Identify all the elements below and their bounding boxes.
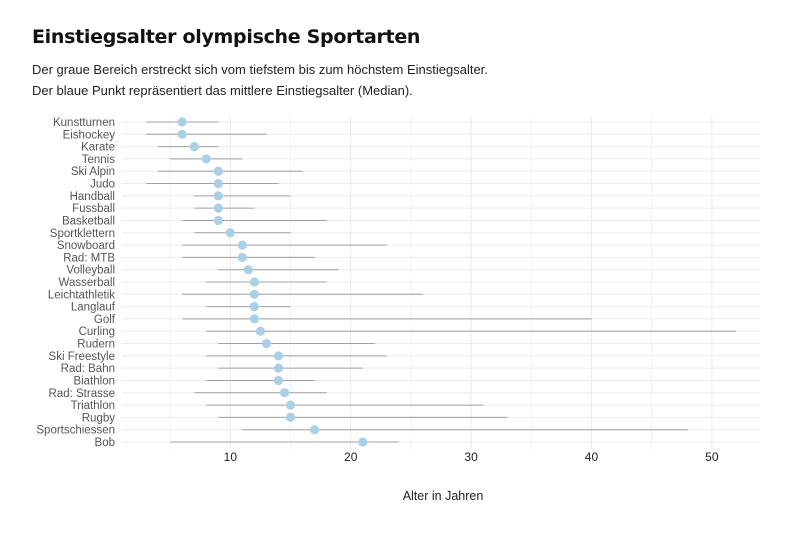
category-label: Ski Alpin [71, 166, 115, 178]
median-point [310, 425, 320, 435]
median-point [177, 129, 187, 139]
median-point [213, 166, 223, 176]
median-point [213, 215, 223, 226]
median-point [201, 154, 211, 164]
category-label: Triathlon [71, 400, 115, 412]
median-point [273, 363, 284, 373]
median-point [225, 228, 235, 238]
x-axis-label: Alter in Jahren [403, 489, 484, 503]
median-point [279, 388, 290, 398]
chart-subtitle-line-2: Der blaue Punkt repräsentiert das mittle… [32, 83, 413, 98]
x-tick-label: 10 [224, 450, 238, 464]
category-label: Rad: Strasse [49, 388, 115, 400]
grid-lines [122, 116, 760, 450]
category-label: Curling [79, 326, 115, 338]
median-point [285, 412, 296, 422]
category-label: Bob [95, 437, 115, 449]
median-point [358, 437, 368, 447]
category-label: Langlauf [71, 302, 116, 314]
median-point [237, 240, 247, 250]
category-label: Sportschiessen [36, 425, 115, 437]
median-points [177, 117, 368, 447]
median-point [255, 326, 266, 336]
median-point [177, 117, 187, 127]
median-point [213, 203, 223, 213]
category-label: Fussball [72, 203, 115, 215]
x-tick-labels: 10 20 30 40 50 [224, 450, 719, 464]
median-point [213, 191, 223, 201]
category-label: Eishockey [63, 129, 116, 141]
median-point [237, 252, 247, 262]
median-point [273, 375, 284, 386]
category-label: Karate [81, 142, 115, 154]
category-label: Handball [70, 191, 115, 203]
category-label: Judo [90, 179, 115, 191]
median-point [249, 314, 260, 324]
category-label: Ski Freestyle [49, 351, 115, 363]
median-point [189, 142, 199, 152]
x-tick-label: 40 [585, 450, 599, 464]
median-point [285, 400, 296, 410]
median-point [249, 302, 260, 312]
chart-subtitle-line-1: Der graue Bereich erstreckt sich vom tie… [32, 62, 488, 77]
median-point [249, 289, 260, 299]
chart-title: Einstiegsalter olympische Sportarten [32, 26, 421, 48]
category-label: Wasserball [59, 277, 115, 289]
median-point [249, 277, 260, 287]
x-tick-label: 30 [464, 450, 478, 464]
category-label: Golf [94, 314, 116, 326]
median-point [273, 351, 284, 361]
category-label: Basketball [62, 215, 115, 227]
category-label: Sportklettern [50, 228, 115, 240]
category-label: Snowboard [57, 240, 115, 252]
median-point [213, 178, 223, 189]
category-label: Biathlon [73, 375, 115, 387]
category-label: Rudern [77, 339, 115, 351]
x-tick-label: 20 [344, 450, 358, 464]
median-point [261, 338, 272, 349]
category-label: Rad: Bahn [61, 363, 115, 375]
category-label: Leichtathletik [48, 289, 115, 301]
x-tick-label: 50 [705, 450, 719, 464]
median-point [243, 265, 253, 275]
category-label: Volleyball [66, 265, 115, 277]
category-label: Tennis [82, 154, 115, 166]
range-lines [146, 121, 736, 443]
category-label: Rugby [82, 412, 115, 424]
category-label: Kunstturnen [53, 117, 115, 129]
category-label: Rad: MTB [63, 252, 115, 264]
